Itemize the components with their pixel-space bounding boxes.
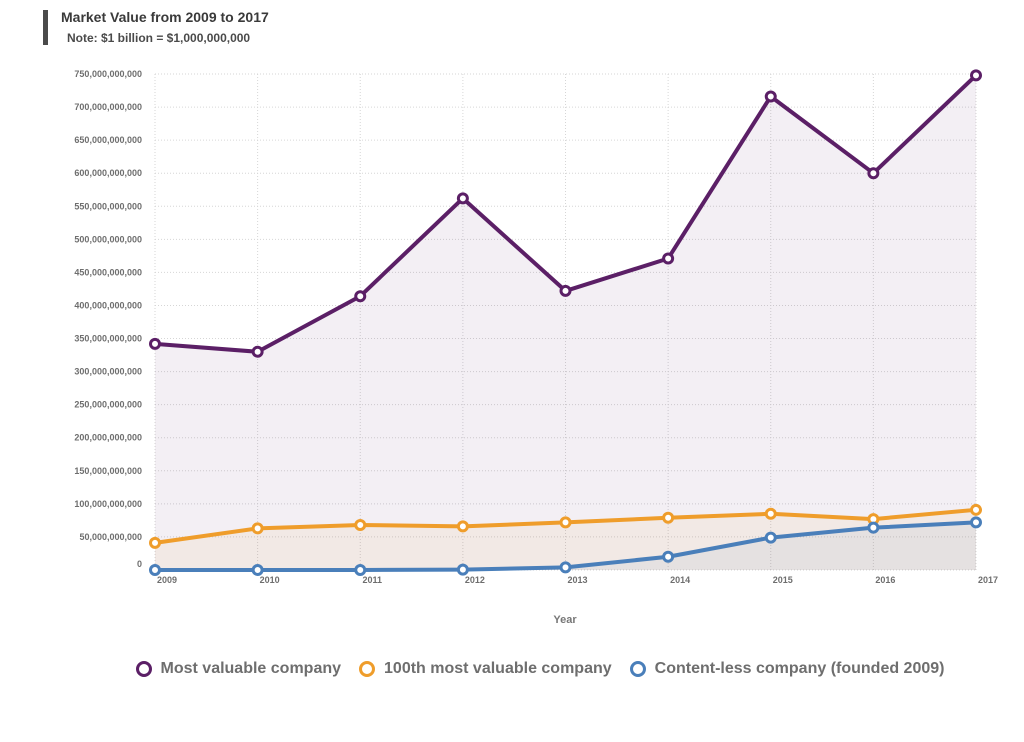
x-axis-title: Year (553, 614, 577, 626)
data-point[interactable] (662, 252, 675, 265)
y-axis-tick-labels: 0 50,000,000,000 100,000,000,000 150,000,00… (74, 69, 142, 569)
y-tick-label: 350,000,000,000 (74, 334, 142, 344)
data-point[interactable] (867, 521, 880, 534)
data-point[interactable] (764, 507, 777, 520)
y-tick-label: 550,000,000,000 (74, 201, 142, 211)
data-point[interactable] (354, 290, 367, 303)
grid-lines (154, 73, 977, 571)
chart-subtitle: Note: $1 billion = $1,000,000,000 (67, 31, 251, 45)
data-point[interactable] (559, 516, 572, 529)
y-tick-label: 100,000,000,000 (74, 499, 142, 509)
legend-marker-icon (135, 661, 152, 677)
data-point[interactable] (559, 561, 572, 574)
legend-item[interactable]: Most valuable company (135, 660, 342, 678)
data-point[interactable] (662, 550, 675, 563)
series-area (155, 75, 976, 571)
data-point[interactable] (764, 531, 777, 544)
data-point[interactable] (970, 503, 982, 516)
x-tick-label: 2014 (670, 575, 690, 585)
series-area (155, 522, 976, 570)
title-accent-bar (43, 10, 48, 45)
y-tick-label: 150,000,000,000 (74, 466, 142, 476)
x-tick-label: 2013 (567, 575, 587, 585)
y-tick-label: 200,000,000,000 (74, 433, 142, 443)
data-point[interactable] (251, 522, 264, 535)
y-tick-label: 700,000,000,000 (74, 102, 142, 112)
data-point[interactable] (970, 69, 982, 82)
y-tick-label: 250,000,000,000 (74, 400, 142, 410)
series-area (155, 509, 976, 570)
x-tick-label: 2015 (773, 575, 793, 585)
data-point[interactable] (662, 511, 675, 524)
data-point[interactable] (456, 520, 469, 533)
x-tick-label: 2017 (978, 575, 998, 585)
x-tick-label: 2012 (465, 575, 485, 585)
data-point[interactable] (251, 564, 264, 576)
y-tick-label: 400,000,000,000 (74, 300, 142, 310)
data-point[interactable] (149, 337, 161, 350)
data-point[interactable] (354, 519, 367, 532)
y-tick-label: 450,000,000,000 (74, 267, 142, 277)
legend-item[interactable]: 100th most valuable company (359, 660, 612, 678)
x-tick-label: 2010 (260, 575, 280, 585)
y-tick-label: 0 (137, 559, 142, 569)
series-points (149, 69, 982, 576)
data-point[interactable] (149, 564, 161, 576)
data-point[interactable] (867, 167, 880, 180)
chart-title: Market Value from 2009 to 2017 (61, 9, 269, 25)
y-tick-label: 600,000,000,000 (74, 168, 142, 178)
y-tick-label: 650,000,000,000 (74, 135, 142, 145)
x-tick-label: 2009 (157, 575, 177, 585)
data-point[interactable] (559, 284, 572, 297)
data-point[interactable] (251, 345, 264, 358)
data-point[interactable] (970, 516, 982, 529)
y-tick-label: 50,000,000,000 (79, 532, 142, 542)
x-tick-label: 2016 (875, 575, 895, 585)
data-point[interactable] (764, 90, 777, 103)
data-point[interactable] (456, 192, 469, 205)
y-tick-label: 500,000,000,000 (74, 234, 142, 244)
legend-label: 100th most valuable company (384, 660, 612, 677)
y-tick-label: 300,000,000,000 (74, 367, 142, 377)
chart-legend: Most valuable company 100th most valuable… (0, 660, 1024, 678)
legend-marker-icon (629, 661, 646, 677)
legend-marker-icon (359, 661, 376, 677)
x-tick-label: 2011 (362, 575, 382, 585)
legend-label: Content-less company (founded 2009) (654, 660, 945, 677)
data-point[interactable] (354, 564, 367, 576)
legend-item[interactable]: Content-less company (founded 2009) (629, 660, 945, 678)
y-tick-label: 750,000,000,000 (74, 69, 142, 79)
data-point[interactable] (149, 536, 161, 549)
x-axis-tick-labels: 2009 2010 2011 2012 2013 2014 2015 2016 2017 (157, 575, 998, 585)
legend-label: Most valuable company (160, 660, 342, 677)
series-areas (155, 75, 976, 571)
data-point[interactable] (456, 563, 469, 576)
